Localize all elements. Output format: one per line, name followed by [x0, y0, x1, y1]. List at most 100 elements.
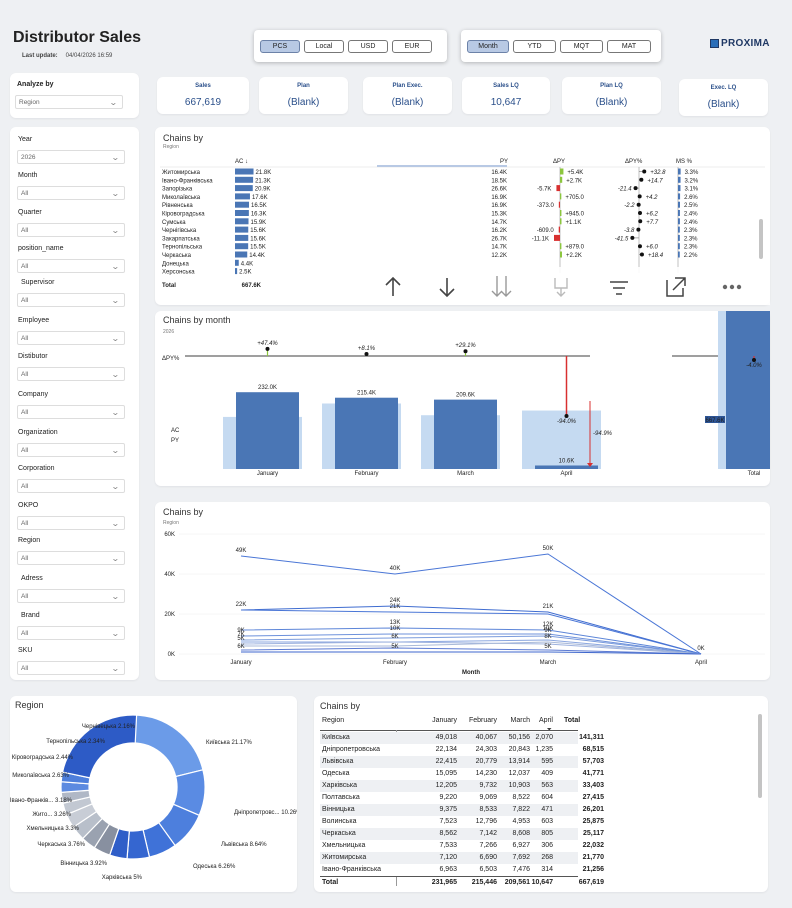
filter-dropdown-year[interactable]: 2026 ⌄ — [17, 150, 125, 164]
dpy-value: +945.0 — [565, 212, 584, 218]
table-row[interactable] — [320, 756, 578, 768]
filter-label-quarter: Quarter — [18, 209, 42, 216]
filter-dropdown-adress[interactable]: All ⌄ — [17, 589, 125, 603]
table-header-4[interactable]: April — [538, 717, 553, 724]
period-month-button[interactable]: Month — [467, 39, 509, 53]
more-options-icon[interactable] — [720, 274, 746, 300]
sort-both-icon[interactable] — [489, 274, 515, 300]
filter-dropdown-employee[interactable]: All ⌄ — [17, 331, 125, 345]
filter-dropdown-month[interactable]: All ⌄ — [17, 186, 125, 200]
filter-dropdown-supervisor[interactable]: All ⌄ — [17, 293, 125, 307]
table-cell: Івано-Франківська — [322, 866, 382, 873]
filter-dropdown-okpo[interactable]: All ⌄ — [17, 516, 125, 530]
table-row[interactable] — [320, 816, 578, 828]
ac-bar — [235, 210, 249, 216]
chevron-down-icon: ⌄ — [111, 153, 121, 162]
period-ytd-button[interactable]: YTD — [513, 39, 556, 53]
filter-dropdown-position_name[interactable]: All ⌄ — [17, 259, 125, 273]
chevron-down-icon: ⌄ — [111, 482, 121, 491]
sort-descending-icon[interactable] — [435, 274, 461, 300]
ms-bar — [678, 176, 681, 183]
filter-dropdown-corporation[interactable]: All ⌄ — [17, 479, 125, 493]
table-row[interactable] — [320, 840, 578, 852]
ac-value: 17.6K — [252, 195, 268, 201]
point-label: 50K — [543, 546, 554, 552]
table-header-2[interactable]: February — [468, 717, 497, 724]
currency-local-button[interactable]: Local — [304, 39, 344, 53]
dpy-dot — [364, 351, 369, 356]
total-cell: 209,561 — [504, 879, 530, 886]
kpi-card-0: Sales 667,619 — [157, 77, 249, 114]
filter-dropdown-distibutor[interactable]: All ⌄ — [17, 367, 125, 381]
dpy-value: +2.7K — [566, 178, 582, 184]
chevron-down-icon: ⌄ — [111, 629, 121, 638]
ms-bar — [678, 243, 680, 250]
filter-dropdown-region[interactable]: All ⌄ — [17, 551, 125, 565]
filter-dropdown-sku[interactable]: All ⌄ — [17, 661, 125, 675]
table-cell: 604 — [541, 794, 553, 801]
total-divider — [320, 876, 578, 877]
kpi-card-4: Plan LQ (Blank) — [562, 77, 661, 114]
table-header-1[interactable]: January — [432, 717, 457, 724]
filter-dropdown-quarter[interactable]: All ⌄ — [17, 223, 125, 237]
chevron-down-icon: ⌄ — [111, 262, 121, 271]
region-table-card: Chains by Region January February March Apri… — [314, 696, 768, 892]
period-mat-button[interactable]: MAT — [607, 39, 651, 53]
table-row[interactable] — [320, 852, 578, 864]
dpy-value: +1.1K — [565, 220, 581, 226]
filter-dropdown-organization[interactable]: All ⌄ — [17, 443, 125, 457]
drill-down-icon[interactable] — [549, 274, 575, 300]
table-row[interactable] — [320, 768, 578, 780]
table-header-0[interactable]: Region — [322, 717, 345, 724]
chevron-down-icon: ⌄ — [111, 446, 121, 455]
currency-eur-button[interactable]: EUR — [392, 39, 432, 53]
table-row[interactable] — [320, 780, 578, 792]
table-cell: Волинська — [322, 818, 357, 825]
filter-label-corporation: Corporation — [18, 465, 55, 472]
table-row[interactable] — [320, 732, 578, 744]
kpi-title: Sales — [195, 83, 211, 89]
donut-slice[interactable] — [132, 714, 204, 778]
table-row[interactable] — [320, 744, 578, 756]
point-label: 40K — [390, 566, 401, 572]
table-cell: 314 — [541, 866, 553, 873]
table-cell: Полтавська — [322, 794, 360, 801]
dpy-value: -11.1K — [532, 236, 549, 242]
donut-slice[interactable] — [61, 714, 138, 779]
row-region-name: Рівненська — [162, 203, 193, 209]
table-cell: 22,134 — [435, 746, 457, 753]
sort-ascending-icon[interactable] — [381, 274, 407, 300]
table-header-5[interactable]: Total — [564, 717, 581, 724]
table-cell: 7,533 — [439, 842, 457, 849]
filter-dropdown-company[interactable]: All ⌄ — [17, 405, 125, 419]
table-scrollbar[interactable] — [758, 714, 762, 798]
focus-mode-icon[interactable] — [663, 274, 689, 300]
currency-pcs-button[interactable]: PCS — [260, 39, 300, 53]
dpyp-value: +4.2 — [646, 195, 659, 201]
table-cell: Київська — [322, 734, 350, 741]
series-line — [240, 627, 702, 655]
ac-bar — [726, 311, 770, 469]
table-scrollbar[interactable] — [759, 219, 763, 259]
filter-icon[interactable] — [607, 274, 633, 300]
total-cell: 231,965 — [431, 879, 457, 886]
ms-value: 2.3% — [684, 236, 698, 242]
analyze-by-dropdown[interactable]: Region ⌄ — [15, 95, 123, 109]
py-value: 18.5K — [491, 178, 507, 184]
table-row[interactable] — [320, 864, 578, 876]
chevron-down-icon: ⌄ — [111, 226, 121, 235]
table-cell: 20,779 — [475, 758, 497, 765]
currency-usd-button[interactable]: USD — [348, 39, 388, 53]
table-cell: 6,503 — [479, 866, 497, 873]
filter-dropdown-brand[interactable]: All ⌄ — [17, 626, 125, 640]
table-header-3[interactable]: March — [510, 717, 530, 724]
period-mqt-button[interactable]: MQT — [560, 39, 603, 53]
filter-label-sku: SKU — [18, 647, 33, 654]
table-row[interactable] — [320, 792, 578, 804]
chains-line-card: Chains by Region 0K 20K 40K 60K 49K 40K 50K 0K 2… — [155, 502, 770, 680]
ac-bar — [235, 226, 249, 233]
table-cell: Дніпропетровська — [322, 746, 381, 753]
table-row[interactable] — [320, 804, 578, 816]
table-row[interactable] — [320, 828, 578, 840]
dpy-bar — [558, 226, 560, 233]
